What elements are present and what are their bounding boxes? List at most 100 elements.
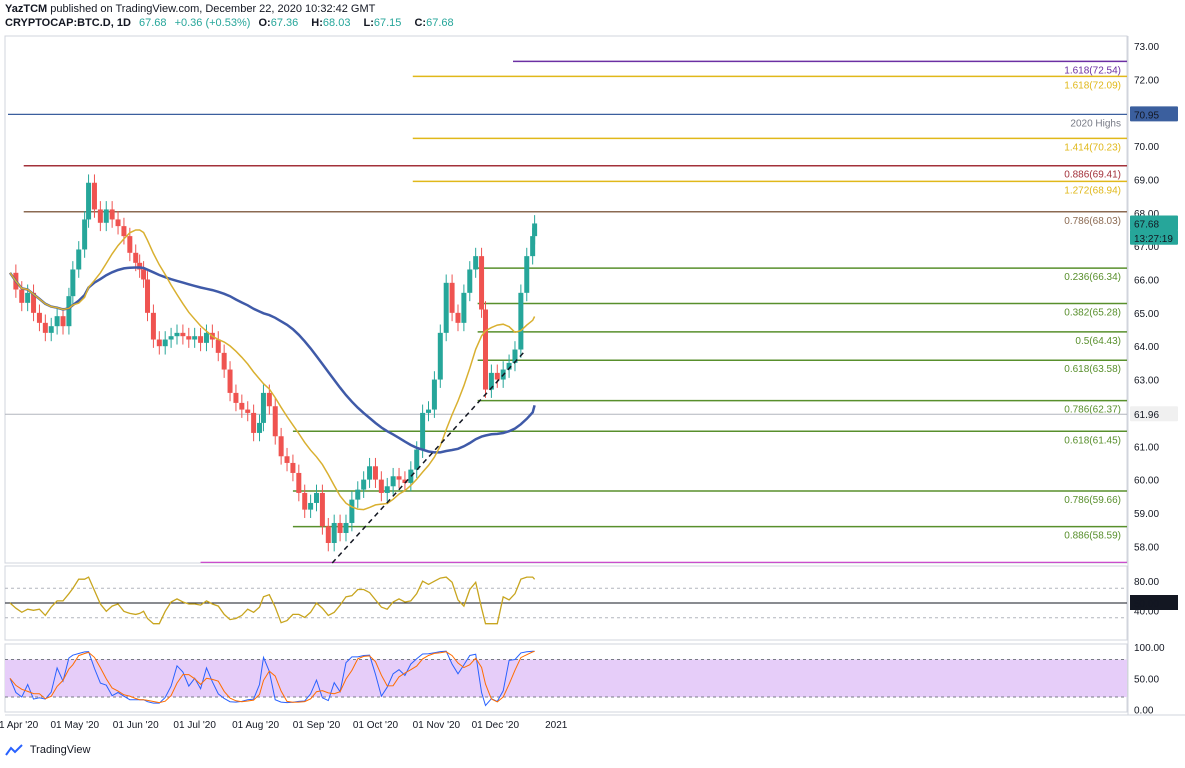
time-tick-label-5: 01 Sep '20 (293, 720, 341, 731)
candle-body (284, 456, 290, 463)
candle-body (437, 332, 443, 380)
level-label-10: 0.618(63.58) (1064, 364, 1121, 375)
candle-body (384, 486, 390, 493)
brand-text: TradingView (29, 744, 91, 756)
candle-body (103, 209, 109, 223)
candle-body (60, 316, 66, 327)
price-tick-label-14: 59.00 (1134, 509, 1159, 520)
stoch-d-line (9, 650, 535, 704)
stoch-tick-label-2: 0.00 (1134, 706, 1154, 717)
candle-body (278, 436, 284, 457)
level-label-7: 0.236(66.34) (1064, 272, 1121, 283)
level-label-13: 0.786(59.66) (1064, 495, 1121, 506)
candle-body (314, 492, 320, 503)
candle-body (76, 249, 82, 270)
candle-body (355, 489, 361, 500)
candle-body (198, 336, 204, 343)
candle-body (233, 392, 239, 403)
main-pane[interactable] (4, 35, 1128, 564)
candle-body (239, 402, 245, 410)
candle-body (203, 332, 209, 343)
price-tick-label-8: 65.00 (1134, 309, 1159, 320)
symbol-name[interactable]: CRYPTOCAP:BTC.D, 1D (5, 17, 131, 29)
stoch-band (5, 659, 1127, 698)
candle-body (66, 296, 72, 327)
chart-header: YazTCM published on TradingView.com, Dec… (0, 0, 1185, 34)
candle-body (266, 392, 272, 407)
level-label-1: 1.618(72.09) (1064, 80, 1121, 91)
candle-body (337, 522, 343, 533)
publisher-name[interactable]: YazTCM (5, 3, 48, 15)
publish-text: published on TradingView.com, December 2… (50, 3, 376, 15)
candle-body (180, 332, 186, 337)
time-tick-label-8: 01 Dec '20 (472, 720, 520, 731)
candle-body (361, 479, 367, 490)
candle-body (414, 449, 420, 470)
candle-body (121, 226, 127, 237)
tradingview-logo-icon (5, 744, 23, 756)
price-tick-label-0: 73.00 (1134, 42, 1159, 53)
candle-body (86, 182, 92, 220)
candle-body (325, 526, 331, 543)
open-label: O: (258, 17, 271, 29)
level-label-12: 0.618(61.45) (1064, 435, 1121, 446)
trendline-support[interactable] (331, 350, 526, 564)
price-tick-label-7: 66.00 (1134, 275, 1159, 286)
candle-body (494, 372, 500, 380)
candle-body (145, 279, 151, 313)
time-tick-label-0: 01 Apr '20 (0, 720, 39, 731)
candle-body (479, 256, 485, 310)
last-price: 67.68 (138, 17, 167, 29)
candle-body (512, 349, 518, 363)
time-tick-label-1: 01 May '20 (51, 720, 100, 731)
price-tag-bg-0 (1130, 106, 1178, 122)
rsi-tick-label-0: 80.00 (1134, 577, 1159, 588)
rsi-line (9, 576, 536, 625)
price-tick-label-6: 67.00 (1134, 242, 1159, 253)
candle-body (127, 236, 133, 253)
close-value: 67.68 (426, 17, 454, 29)
candle-body (186, 336, 192, 340)
price-tick-label-10: 63.00 (1134, 376, 1159, 387)
level-label-11: 0.786(62.37) (1064, 405, 1121, 416)
time-tick-label-6: 01 Oct '20 (353, 720, 399, 731)
level-label-4: 0.886(69.41) (1064, 170, 1121, 181)
candle-body (331, 522, 337, 543)
price-tick-label-15: 58.00 (1134, 542, 1159, 553)
candle-body (97, 209, 103, 223)
candle-body (272, 406, 278, 437)
candle-body (109, 209, 115, 220)
candle-body (319, 492, 325, 527)
high-value: 68.03 (322, 17, 351, 29)
candle-body (467, 269, 473, 293)
price-tag-bg-1 (1130, 215, 1178, 231)
candle-body (82, 219, 88, 250)
candle-body (367, 466, 373, 480)
candle-body (378, 479, 384, 493)
level-label-14: 0.886(58.59) (1064, 531, 1121, 542)
candle-body (251, 412, 257, 433)
candle-body (532, 223, 538, 237)
time-tick-label-9: 2021 (545, 720, 568, 731)
ma-short-line (9, 229, 536, 511)
candle-body (343, 522, 349, 533)
price-tick-label-9: 64.00 (1134, 342, 1159, 353)
tradingview-brand[interactable]: TradingView (5, 744, 90, 762)
candle-body (227, 369, 233, 393)
candle-body (506, 362, 512, 370)
price-tick-label-13: 60.00 (1134, 476, 1159, 487)
candle-body (443, 282, 449, 333)
ma-long-line (8, 266, 536, 454)
candle-body (91, 182, 97, 210)
price-tag-label-2: 13:27:19 (1134, 234, 1173, 245)
candle-body (426, 409, 432, 413)
candle-body (168, 336, 174, 340)
candle-body (25, 292, 31, 303)
publish-line: YazTCM published on TradingView.com, Dec… (5, 3, 375, 15)
candle-body (260, 392, 266, 423)
candle-body (524, 256, 530, 293)
price-tag-label-3: 61.96 (1134, 410, 1159, 421)
candle-body (133, 252, 139, 263)
price-tag-bg-2 (1130, 229, 1178, 245)
